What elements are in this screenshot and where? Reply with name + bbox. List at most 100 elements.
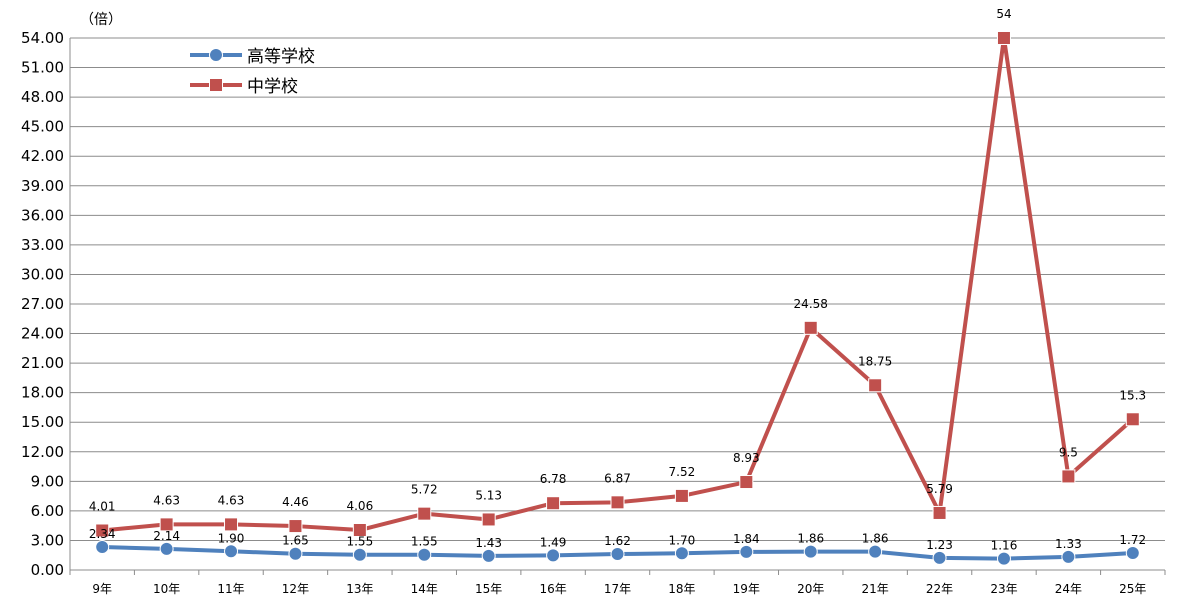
gridlines	[70, 37, 1165, 571]
data-label: 1.70	[669, 533, 696, 547]
x-tick-label: 24年	[1055, 582, 1082, 596]
series-layer: 2.34 2.14 1.90 1.65 1.55 1.55 1.43 1.49 1.62 1.70…	[89, 7, 1146, 566]
x-axis: 9年 10年 11年 12年 13年 14年 15年 16年 17年 18年 19年 20年 21年 22…	[69, 569, 1166, 596]
data-label: 2.14	[153, 529, 180, 543]
x-tick-label: 13年	[346, 582, 373, 596]
data-point	[159, 517, 174, 532]
data-label: 1.23	[926, 538, 953, 552]
data-label: 4.06	[346, 499, 373, 513]
data-point	[1061, 469, 1076, 484]
data-point	[417, 547, 432, 562]
data-label: 1.33	[1055, 537, 1082, 551]
data-point	[95, 539, 110, 554]
x-tick-label: 15年	[475, 582, 502, 596]
data-label: 54	[996, 7, 1011, 21]
data-point	[996, 551, 1011, 566]
data-point	[932, 550, 947, 565]
x-tick-label: 19年	[733, 582, 760, 596]
x-tick-label: 22年	[926, 582, 953, 596]
data-label: 1.72	[1119, 533, 1146, 547]
x-tick-label: 23年	[990, 582, 1017, 596]
data-label: 4.63	[218, 493, 245, 507]
data-point	[224, 544, 239, 559]
data-label: 24.58	[794, 297, 828, 311]
data-label: 4.46	[282, 495, 309, 509]
data-point	[1061, 549, 1076, 564]
y-tick-label: 18.00	[21, 384, 64, 402]
data-point	[159, 541, 174, 556]
x-tick-label: 18年	[668, 582, 695, 596]
data-point	[224, 517, 239, 532]
data-label: 2.34	[89, 527, 116, 541]
legend: 高等学校 中学校	[190, 47, 315, 97]
x-tick-label: 20年	[797, 582, 824, 596]
data-label: 5.13	[475, 488, 502, 502]
y-tick-label: 51.00	[21, 59, 64, 77]
x-tick-label: 9年	[92, 582, 112, 596]
data-point	[352, 547, 367, 562]
y-tick-label: 12.00	[21, 443, 64, 461]
series-line-1	[102, 36, 1135, 533]
y-tick-label: 30.00	[21, 265, 64, 283]
data-label: 7.52	[669, 465, 696, 479]
x-tick-label: 25年	[1119, 582, 1146, 596]
x-tick-label: 14年	[411, 582, 438, 596]
data-label: 1.84	[733, 532, 760, 546]
data-point	[288, 519, 303, 534]
data-point	[803, 544, 818, 559]
y-tick-label: 33.00	[21, 236, 64, 254]
y-axis-unit-label: （倍）	[80, 12, 122, 28]
y-tick-label: 24.00	[21, 325, 64, 343]
y-tick-label: 0.00	[31, 561, 64, 579]
data-label: 9.5	[1059, 445, 1078, 459]
legend-marker-junior-high	[209, 78, 223, 92]
data-label: 8.93	[733, 451, 760, 465]
data-label: 4.01	[89, 499, 116, 513]
data-point	[1125, 412, 1140, 427]
data-point	[610, 495, 625, 510]
data-point	[803, 320, 818, 335]
y-tick-label: 9.00	[31, 472, 64, 490]
y-axis: 0.00 3.00 6.00 9.00 12.00 15.00 18.00 21.00 24.0…	[21, 29, 71, 579]
data-label: 1.16	[991, 539, 1018, 553]
y-tick-label: 15.00	[21, 413, 64, 431]
legend-label-junior-high: 中学校	[247, 77, 298, 97]
data-point	[546, 496, 561, 511]
data-label: 1.43	[475, 536, 502, 550]
legend-marker-high-school	[209, 48, 223, 62]
data-point	[868, 378, 883, 393]
data-label: 5.79	[926, 482, 953, 496]
data-label: 4.63	[153, 493, 180, 507]
x-tick-label: 16年	[539, 582, 566, 596]
data-point	[868, 544, 883, 559]
data-point	[996, 31, 1011, 45]
data-point	[1125, 546, 1140, 561]
data-label: 1.55	[346, 535, 373, 549]
data-point	[546, 548, 561, 563]
y-tick-label: 21.00	[21, 354, 64, 372]
data-label: 1.90	[218, 531, 245, 545]
data-point	[481, 512, 496, 527]
data-point	[932, 505, 947, 520]
y-tick-label: 6.00	[31, 502, 64, 520]
data-label: 5.72	[411, 483, 438, 497]
y-tick-label: 42.00	[21, 147, 64, 165]
data-label: 1.49	[540, 535, 567, 549]
data-point	[739, 544, 754, 559]
data-label: 18.75	[858, 354, 892, 368]
x-tick-label: 12年	[282, 582, 309, 596]
y-tick-label: 36.00	[21, 206, 64, 224]
data-point	[481, 548, 496, 563]
data-label: 6.87	[604, 471, 631, 485]
y-tick-label: 3.00	[31, 531, 64, 549]
data-point	[417, 506, 432, 521]
y-tick-label: 54.00	[21, 29, 64, 47]
data-point	[352, 523, 367, 538]
data-label: 1.86	[797, 532, 824, 546]
data-point	[288, 546, 303, 561]
y-tick-label: 39.00	[21, 177, 64, 195]
y-tick-label: 48.00	[21, 88, 64, 106]
legend-label-high-school: 高等学校	[247, 47, 315, 67]
data-point	[674, 488, 689, 503]
